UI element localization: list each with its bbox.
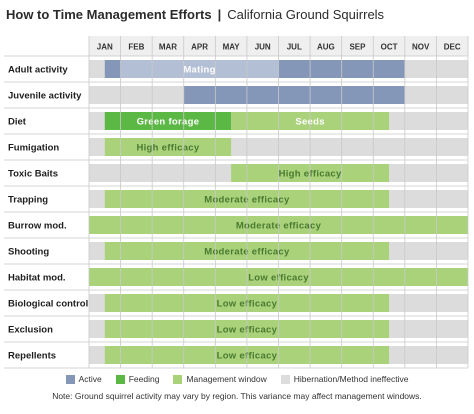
legend-swatch [280, 374, 290, 384]
month-label-nov: NOV [412, 43, 430, 52]
row-label: Burrow mod. [8, 221, 67, 232]
row-label: Habitat mod. [8, 273, 66, 284]
bar-active_light [120, 60, 279, 78]
month-label-may: MAY [223, 43, 241, 52]
row-label: Biological control [8, 299, 88, 310]
title-separator: | [217, 6, 222, 22]
month-label-jan: JAN [97, 43, 113, 52]
row-label: Diet [8, 117, 27, 128]
row-label: Exclusion [8, 325, 53, 336]
bar-active [104, 60, 121, 78]
row-label: Fumigation [8, 143, 59, 154]
month-label-jul: JUL [287, 43, 302, 52]
row-label: Repellents [8, 351, 56, 362]
legend: Active Feeding Management window Hibernatio… [0, 374, 474, 384]
month-label-jun: JUN [255, 43, 271, 52]
chart-title: How to Time Management Efforts | Califor… [6, 4, 384, 24]
legend-swatch [173, 374, 183, 384]
bar-feeding [104, 112, 232, 130]
bar-label: High efficacy [136, 143, 199, 154]
legend-label: Feeding [128, 374, 160, 384]
legend-label: Hibernation/Method ineffective [293, 374, 409, 384]
legend-item-management: Management window [173, 374, 267, 384]
bar-label: Mating [183, 65, 215, 76]
legend-item-hibernation: Hibernation/Method ineffective [280, 374, 409, 384]
row-label: Adult activity [8, 65, 68, 76]
title-bold: How to Time Management Efforts [6, 6, 212, 22]
row-label: Juvenile activity [8, 91, 82, 102]
timing-chart: JAN FEB MAR APR MAY JUN JUL AUG SEP OCT NOV DEC Adul… [4, 36, 469, 369]
month-label-oct: OCT [381, 43, 398, 52]
month-label-sep: SEP [349, 43, 366, 52]
row-label: Toxic Baits [8, 169, 58, 180]
month-label-apr: APR [191, 43, 208, 52]
bar-active [183, 86, 405, 104]
legend-label: Active [78, 374, 102, 384]
legend-item-feeding: Feeding [115, 374, 160, 384]
month-label-feb: FEB [128, 43, 144, 52]
legend-label: Management window [186, 374, 267, 384]
row-label: Shooting [8, 247, 49, 258]
month-label-aug: AUG [317, 43, 335, 52]
legend-swatch [65, 374, 75, 384]
footnote: Note: Ground squirrel activity may vary … [52, 391, 422, 401]
legend-swatch [115, 374, 125, 384]
legend-item-active: Active [65, 374, 102, 384]
bar-label: Green forage [137, 117, 200, 128]
month-label-mar: MAR [159, 43, 177, 52]
bar-management [104, 138, 232, 156]
title-subtitle: California Ground Squirrels [227, 6, 385, 22]
month-label-dec: DEC [444, 43, 461, 52]
row-label: Trapping [8, 195, 48, 206]
